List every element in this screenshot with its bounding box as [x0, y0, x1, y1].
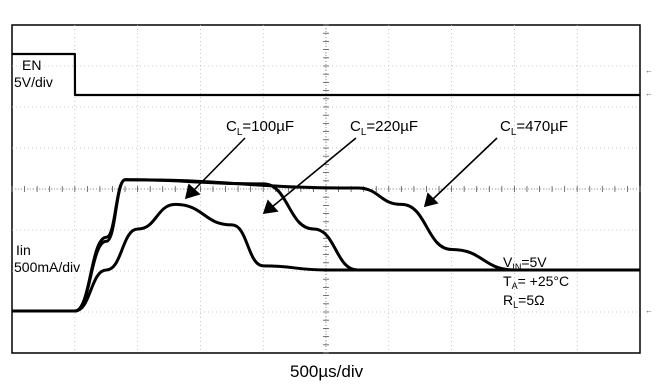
grid — [11, 24, 641, 354]
annotation-cl-100uf: CL=100µF — [226, 118, 294, 138]
en-trace — [12, 52, 640, 97]
annotation-cl-220uf: CL=220µF — [350, 118, 418, 138]
condition-ta: TA= +25°C — [503, 273, 569, 291]
iin-scale-label: 500mA/div — [14, 259, 80, 275]
en-channel-label: EN — [22, 57, 41, 73]
condition-vin: VIN=5V — [503, 254, 547, 272]
iin-trace-cl-470-f — [12, 178, 640, 313]
condition-rl: RL=5Ω — [503, 292, 545, 310]
arrow-cl-220uf — [271, 137, 357, 208]
channel-markers: ← ← ← — [645, 66, 653, 315]
traces — [12, 52, 640, 313]
marker-en-ground: ← — [645, 89, 653, 98]
iin-channel-label: Iin — [16, 242, 31, 258]
arrowhead-cl-470uf — [423, 192, 439, 208]
arrowhead-cl-100uf — [184, 183, 201, 200]
en-scale-label: 5V/div — [14, 74, 53, 90]
annotation-arrows — [184, 137, 498, 214]
arrow-cl-100uf — [192, 137, 246, 192]
marker-en-trigger: ← — [645, 66, 653, 75]
annotation-cl-470uf: CL=470µF — [500, 118, 568, 138]
marker-iin-ground: ← — [645, 306, 653, 315]
time-scale-label: 500µs/div — [290, 362, 364, 381]
arrow-cl-470uf — [431, 137, 498, 201]
arrowhead-cl-220uf — [262, 199, 279, 214]
